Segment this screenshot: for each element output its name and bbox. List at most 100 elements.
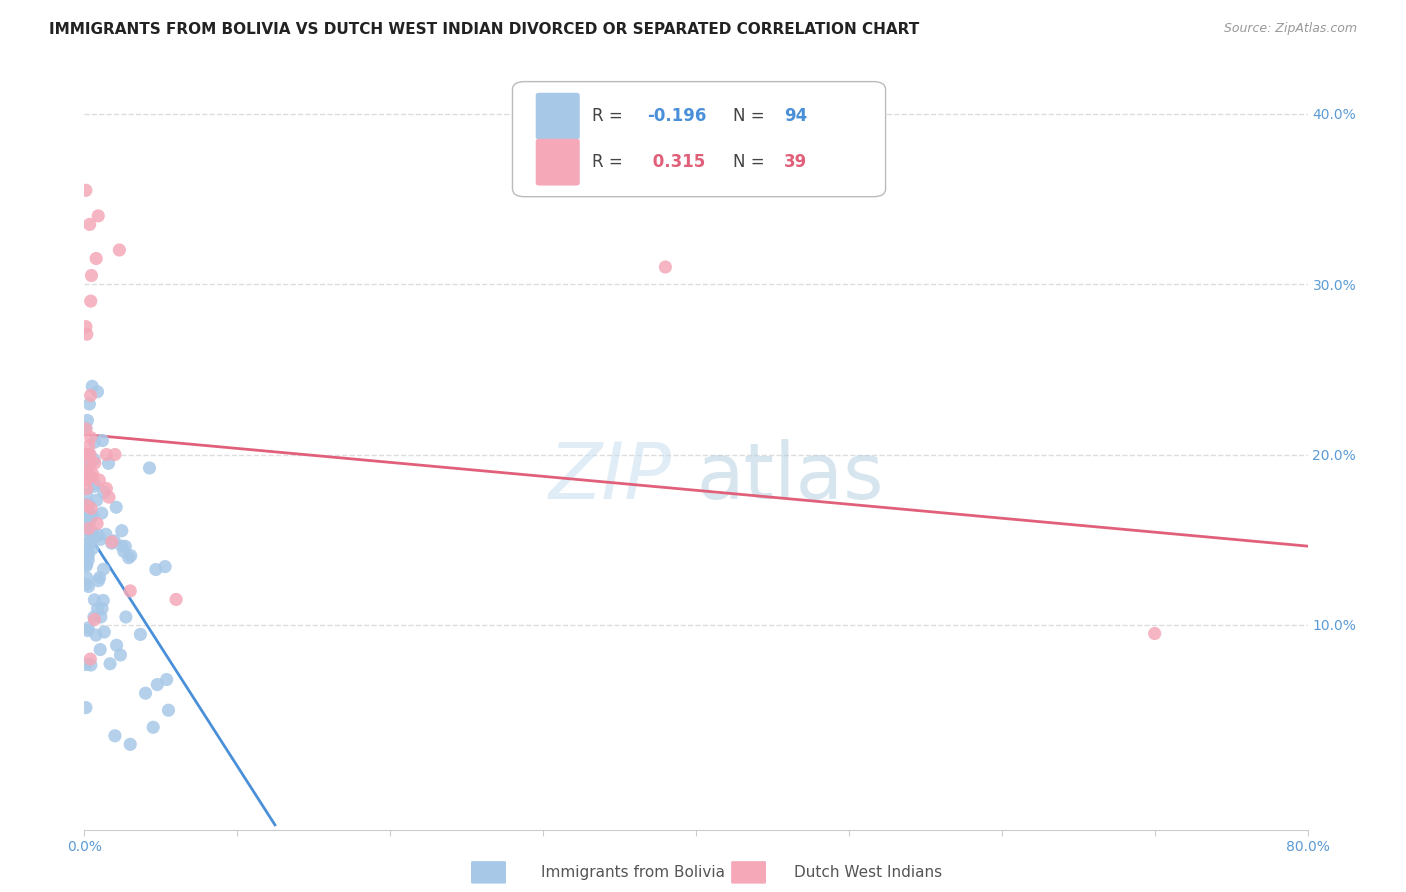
Point (79, 652, 101, 666)
Point (110, 648, 132, 662)
Point (120, 737, 142, 751)
Point (89, 473, 111, 487)
Point (118, 550, 141, 565)
Point (96, 448, 118, 462)
Point (82, 532, 104, 546)
Point (120, 583, 142, 598)
Point (83, 476, 105, 491)
Text: 0.315: 0.315 (647, 153, 706, 171)
Text: ZIP: ZIP (548, 439, 672, 515)
Point (79, 532, 101, 546)
Point (97, 456, 120, 470)
Point (75, 498, 97, 512)
Point (79, 397, 101, 411)
Point (156, 673, 179, 687)
Point (111, 524, 134, 538)
Point (83, 435, 105, 450)
Text: atlas: atlas (696, 439, 883, 515)
Point (104, 729, 127, 743)
Point (86, 516, 108, 531)
Point (93, 562, 115, 576)
Point (91, 434, 114, 448)
Text: 39: 39 (785, 153, 807, 171)
Point (83, 610, 105, 624)
Point (89, 533, 111, 547)
Point (146, 677, 169, 691)
Point (80, 294, 103, 309)
Point (86, 493, 108, 508)
Point (75, 516, 97, 530)
Point (76, 516, 98, 530)
Point (75, 500, 97, 514)
Point (77, 536, 100, 550)
Point (75, 577, 97, 591)
Point (76, 482, 98, 496)
Point (105, 638, 128, 652)
Point (93, 625, 115, 640)
Point (135, 686, 157, 700)
Point (80, 524, 103, 539)
Text: N =: N = (733, 107, 769, 125)
Point (83, 479, 105, 493)
Point (91, 593, 114, 607)
FancyBboxPatch shape (731, 861, 766, 884)
FancyBboxPatch shape (536, 139, 579, 186)
Point (82, 467, 104, 482)
Point (77, 439, 100, 453)
Point (79, 509, 101, 524)
Text: Dutch West Indians: Dutch West Indians (794, 865, 942, 880)
Point (86, 384, 108, 399)
Point (83, 612, 105, 626)
Point (77, 621, 100, 635)
Text: R =: R = (592, 107, 628, 125)
Point (145, 562, 167, 576)
Point (87, 209, 110, 223)
Point (76, 571, 98, 585)
Point (82, 541, 104, 556)
Point (129, 627, 152, 641)
Text: -0.196: -0.196 (647, 107, 706, 125)
Point (76, 457, 98, 471)
Point (111, 539, 134, 553)
Point (101, 534, 124, 549)
Point (96, 482, 118, 496)
Point (108, 243, 131, 257)
Point (77, 548, 100, 562)
Point (82, 379, 104, 393)
FancyBboxPatch shape (471, 861, 506, 884)
Text: Source: ZipAtlas.com: Source: ZipAtlas.com (1223, 22, 1357, 36)
Point (77, 524, 100, 538)
Point (83, 456, 105, 470)
FancyBboxPatch shape (536, 93, 579, 139)
Point (75, 558, 97, 572)
Point (98, 657, 121, 671)
Point (77, 540, 100, 554)
Text: IMMIGRANTS FROM BOLIVIA VS DUTCH WEST INDIAN DIVORCED OR SEPARATED CORRELATION C: IMMIGRANTS FROM BOLIVIA VS DUTCH WEST IN… (49, 22, 920, 37)
Point (75, 542, 97, 557)
Point (80, 530, 103, 544)
Point (75, 422, 97, 436)
Point (83, 452, 105, 467)
Point (75, 421, 97, 435)
Point (75, 466, 97, 480)
Point (138, 461, 160, 475)
Text: N =: N = (733, 153, 769, 171)
Point (93, 485, 115, 500)
Point (83, 592, 105, 607)
Point (76, 327, 98, 342)
Point (75, 516, 97, 530)
Point (79, 456, 101, 470)
Point (80, 268, 103, 283)
Point (89, 570, 111, 584)
Point (87, 528, 110, 542)
Text: 94: 94 (785, 107, 807, 125)
Point (75, 657, 97, 672)
Point (79, 218, 101, 232)
Point (91, 601, 114, 615)
Point (84, 628, 107, 642)
Point (87, 574, 110, 588)
Point (75, 319, 97, 334)
Point (75, 183, 97, 197)
Point (80, 658, 103, 673)
Point (79, 447, 101, 461)
